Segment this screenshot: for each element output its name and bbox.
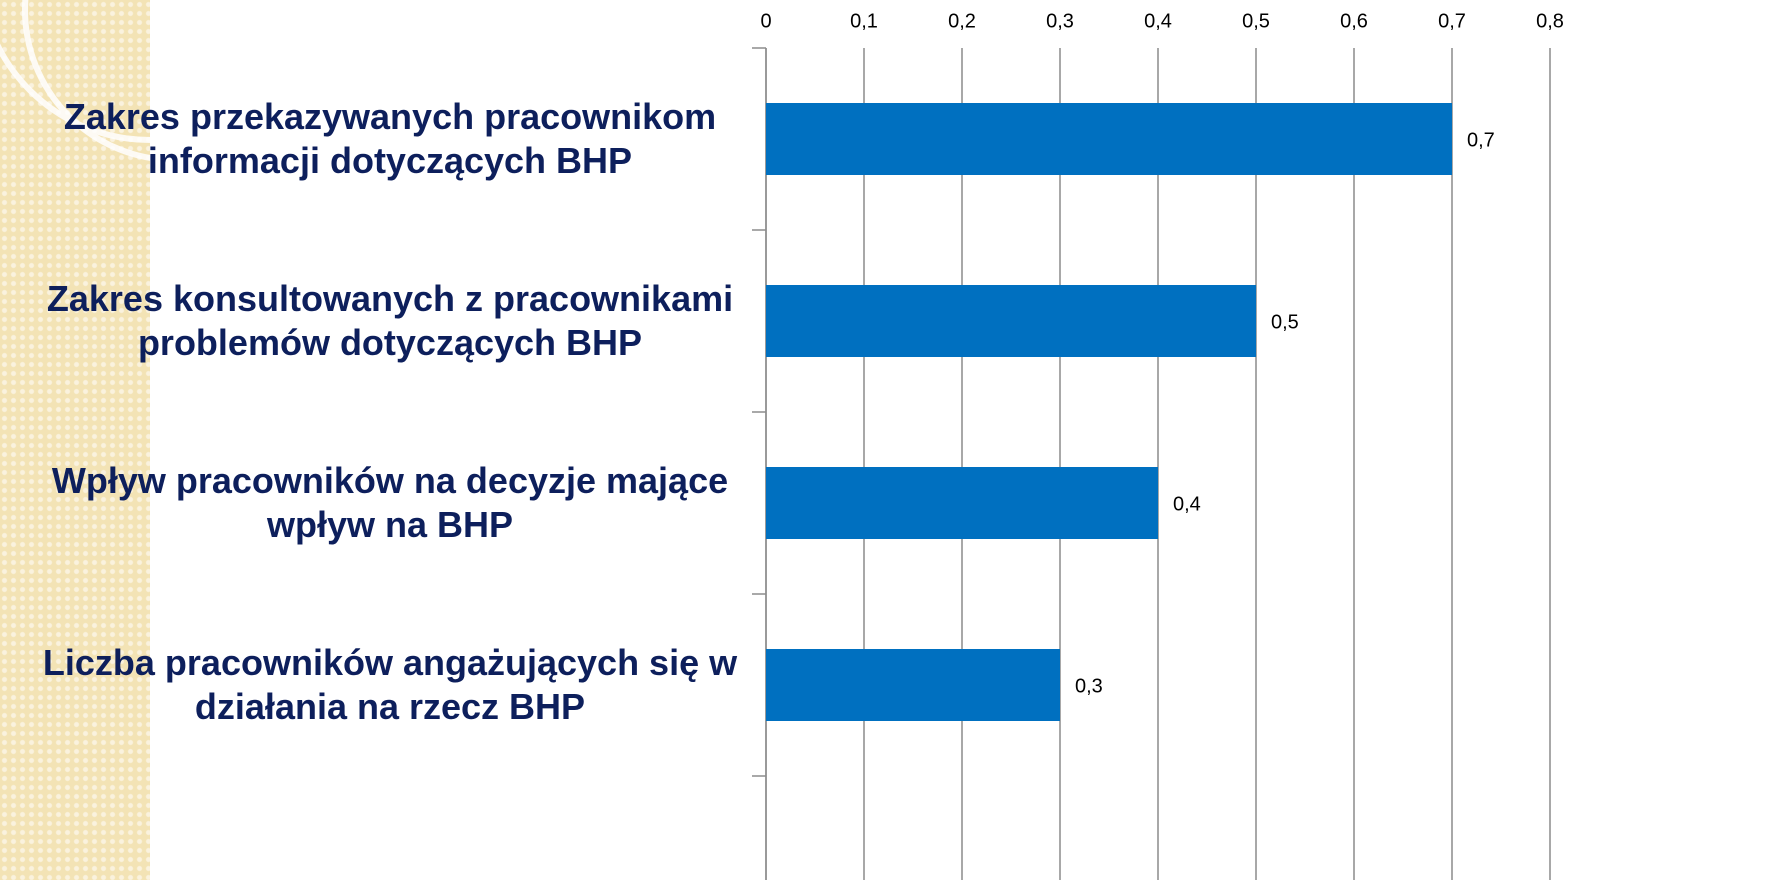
category-label: Zakres przekazywanych pracownikom inform… (63, 96, 717, 181)
bar (766, 103, 1452, 175)
x-tick-label: 0,6 (1340, 10, 1368, 32)
category-label: Wpływ pracowników na decyzje mające wpły… (51, 460, 729, 545)
x-tick-label: 0,3 (1046, 10, 1074, 32)
x-tick-label: 0,4 (1144, 10, 1172, 32)
bar (766, 467, 1158, 539)
value-label: 0,5 (1271, 311, 1299, 333)
decor-strip (0, 0, 150, 880)
bar (766, 649, 1060, 721)
x-tick-label: 0,7 (1438, 10, 1466, 32)
value-label: 0,4 (1173, 493, 1201, 515)
value-label: 0,7 (1467, 129, 1495, 151)
category-label: Liczba pracowników angażujących się w dz… (42, 642, 738, 727)
x-tick-label: 0,2 (948, 10, 976, 32)
x-tick-label: 0 (760, 10, 771, 32)
x-tick-label: 0,1 (850, 10, 878, 32)
category-label: Zakres konsultowanych z pracownikami pro… (46, 278, 734, 363)
bar (766, 285, 1256, 357)
value-label: 0,3 (1075, 675, 1103, 697)
decor-arcs (0, 0, 328, 163)
x-tick-label: 0,8 (1536, 10, 1564, 32)
decor-arc (22, 0, 328, 163)
x-tick-label: 0,5 (1242, 10, 1270, 32)
decor-arc (0, 0, 321, 143)
